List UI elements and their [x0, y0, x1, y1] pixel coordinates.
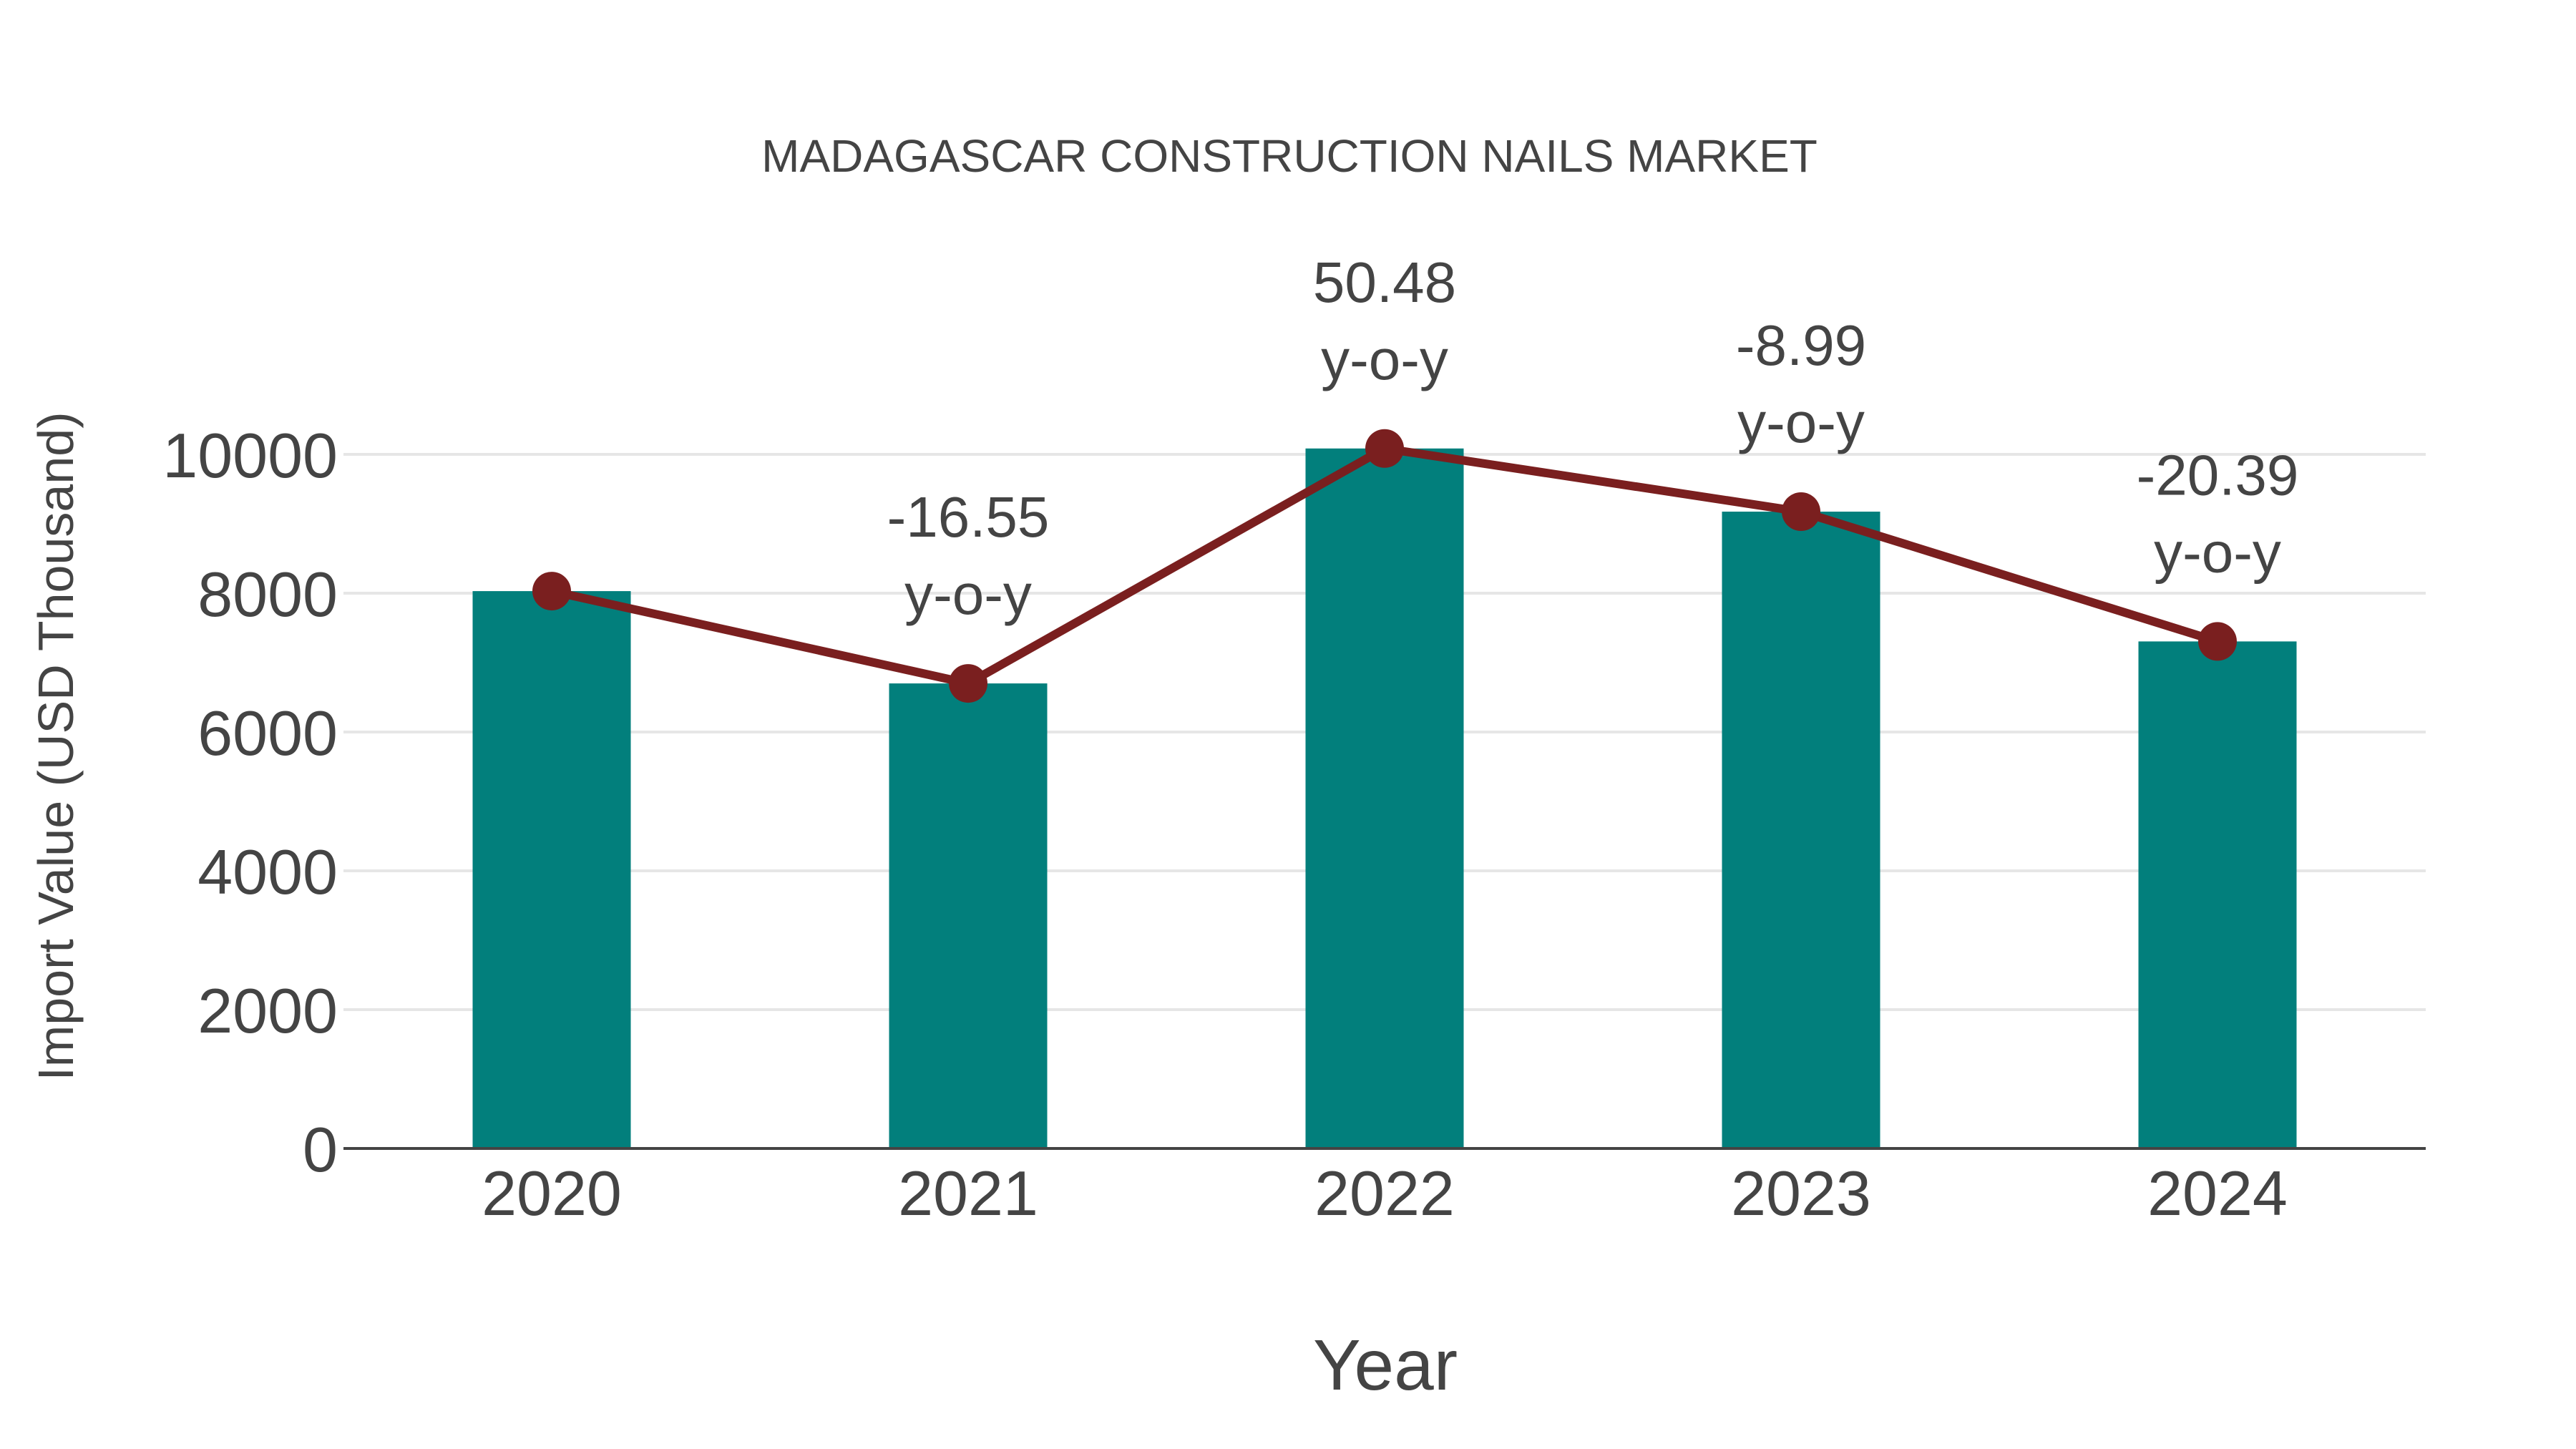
bar-2021: [889, 683, 1048, 1148]
chart-title: MADAGASCAR CONSTRUCTION NAILS MARKET: [761, 130, 1818, 182]
marker-2020: [532, 572, 571, 611]
y-tick-label: 2000: [197, 975, 338, 1046]
yoy-suffix: y-o-y: [1737, 391, 1865, 454]
yoy-value: -20.39: [2137, 443, 2299, 507]
yoy-suffix: y-o-y: [1321, 328, 1448, 391]
marker-2024: [2198, 622, 2237, 661]
bar-2023: [1722, 512, 1880, 1148]
y-tick-label: 6000: [197, 698, 338, 769]
x-tick-label: 2024: [2147, 1158, 2288, 1229]
bar-2020: [472, 591, 631, 1148]
marker-2022: [1365, 429, 1404, 468]
trend-line: [532, 429, 2237, 703]
marker-2021: [949, 664, 987, 703]
yoy-suffix: y-o-y: [904, 562, 1032, 626]
x-axis-title: Year: [1313, 1325, 1458, 1405]
bars: [472, 448, 2297, 1148]
y-axis-ticks: 0 2000 4000 6000 8000 10000: [162, 420, 338, 1185]
x-axis-ticks: 2020 2021 2022 2023 2024: [482, 1158, 2288, 1229]
y-axis-title: Import Value (USD Thousand): [28, 411, 84, 1080]
yoy-value: -16.55: [887, 485, 1050, 549]
x-tick-label: 2021: [898, 1158, 1038, 1229]
x-tick-label: 2020: [482, 1158, 622, 1229]
x-tick-label: 2022: [1314, 1158, 1455, 1229]
y-tick-label: 10000: [162, 420, 338, 491]
y-tick-label: 0: [303, 1114, 338, 1185]
yoy-value: 50.48: [1313, 250, 1456, 314]
bar-2022: [1305, 448, 1464, 1148]
y-tick-label: 8000: [197, 559, 338, 630]
x-tick-label: 2023: [1731, 1158, 1871, 1229]
yoy-suffix: y-o-y: [2154, 520, 2281, 584]
y-tick-label: 4000: [197, 836, 338, 907]
bar-2024: [2138, 641, 2297, 1148]
yoy-value: -8.99: [1736, 313, 1866, 377]
yoy-annotations: -16.55 y-o-y 50.48 y-o-y -8.99 y-o-y -20.39 y-o…: [887, 250, 2299, 626]
marker-2023: [1782, 492, 1820, 532]
